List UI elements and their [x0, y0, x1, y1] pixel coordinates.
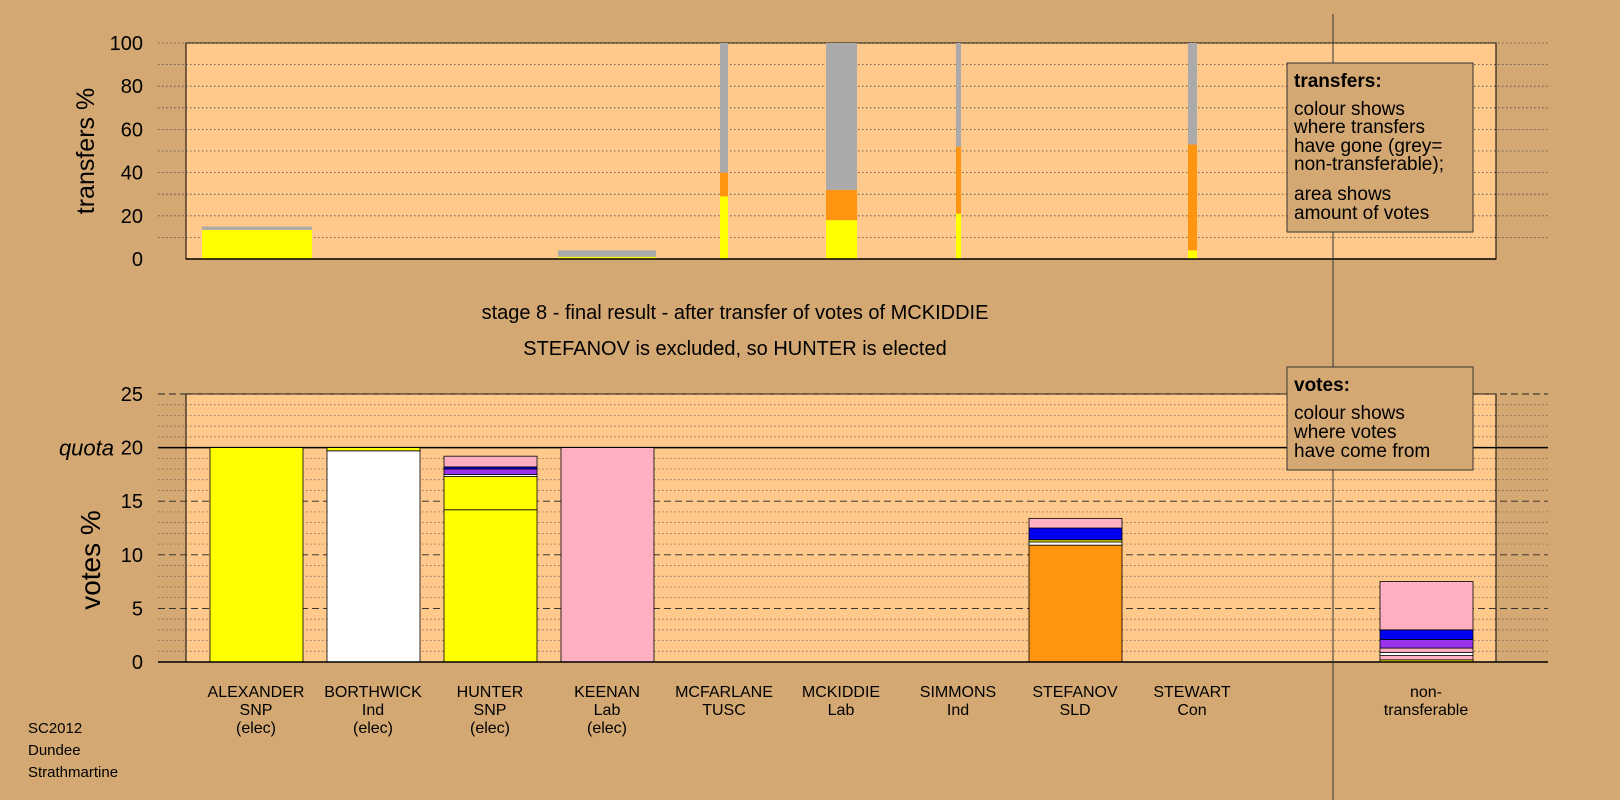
- transfer-bar-segment: [826, 43, 857, 190]
- vote-bar-segment: [1028, 517, 1123, 529]
- candidate-name-label: SIMMONS: [920, 684, 996, 701]
- transfer-bar-segment: [1188, 250, 1197, 259]
- vote-bar-segment: [209, 447, 304, 663]
- vote-bar-segment: [1028, 544, 1123, 663]
- vote-bar-segment: [1379, 651, 1474, 656]
- votes-tick-label: 0: [132, 652, 143, 674]
- transfer-bar-segment: [558, 256, 656, 259]
- transfer-bar-segment: [826, 220, 857, 259]
- transfers-legend-line: amount of votes: [1294, 203, 1429, 224]
- vote-bar-segment: [1379, 629, 1474, 640]
- vote-bar-segment: [443, 455, 538, 468]
- candidate-party-label: SNP: [240, 702, 273, 719]
- quota-label: quota: [59, 436, 114, 461]
- candidate-status-label: (elec): [353, 720, 393, 737]
- vote-bar-segment: [560, 447, 655, 663]
- votes-legend-box: [1286, 366, 1474, 471]
- corner-label: Dundee: [28, 742, 81, 759]
- transfer-bar-segment: [826, 189, 857, 221]
- transfers-axis-label: transfers %: [72, 88, 100, 214]
- vote-bar-segment: [443, 468, 538, 475]
- vote-bar-segment: [443, 476, 538, 511]
- vote-bar-segment: [1028, 541, 1123, 546]
- vote-bar-segment: [443, 509, 538, 663]
- votes-legend-heading: votes:: [1294, 375, 1350, 396]
- candidate-party-label: Lab: [828, 702, 855, 719]
- corner-label: SC2012: [28, 720, 82, 737]
- transfers-legend-line: non-transferable);: [1294, 154, 1444, 175]
- chart-title-line1: stage 8 - final result - after transfer …: [482, 302, 989, 324]
- transfer-bar-segment: [558, 250, 656, 257]
- vote-bar-segment: [1379, 581, 1474, 631]
- vote-bar-segment: [326, 450, 421, 663]
- vote-bar-segment: [1379, 655, 1474, 661]
- candidate-name-label: STEFANOV: [1032, 684, 1118, 701]
- candidate-status-label: (elec): [587, 720, 627, 737]
- transfers-legend-line: colour shows: [1294, 99, 1405, 120]
- transfers-legend-line: where transfers: [1293, 117, 1425, 138]
- candidate-name-label: BORTHWICK: [324, 684, 422, 701]
- transfer-bar-segment: [1188, 144, 1197, 251]
- votes-legend-line: colour shows: [1294, 403, 1405, 424]
- transfers-tick-label: 100: [110, 33, 143, 55]
- candidate-name-label: MCFARLANE: [675, 684, 773, 701]
- votes-legend-line: where votes: [1293, 422, 1396, 443]
- transfers-legend-line: have gone (grey=: [1294, 136, 1442, 157]
- candidate-party-label: Ind: [947, 702, 969, 719]
- vote-bar-segment: [1379, 639, 1474, 649]
- transfers-tick-label: 80: [121, 76, 143, 98]
- candidate-status-label: (elec): [236, 720, 276, 737]
- candidate-name-label: non-: [1410, 684, 1442, 701]
- candidate-party-label: Lab: [594, 702, 621, 719]
- candidate-status-label: (elec): [470, 720, 510, 737]
- candidate-party-label: Ind: [362, 702, 384, 719]
- candidate-party-label: Con: [1177, 702, 1206, 719]
- transfer-bar-segment: [1188, 43, 1197, 145]
- transfer-bar-segment: [720, 172, 728, 197]
- transfers-tick-label: 40: [121, 163, 143, 185]
- transfers-tick-label: 0: [132, 249, 143, 271]
- votes-axis-label: votes %: [75, 510, 106, 610]
- vote-bar-segment: [1379, 647, 1474, 653]
- corner-label: Strathmartine: [28, 764, 118, 781]
- vote-bar-segment: [1028, 527, 1123, 541]
- vote-bar-segment: [326, 447, 421, 452]
- candidate-party-label: TUSC: [702, 702, 746, 719]
- votes-tick-label: 25: [121, 384, 143, 406]
- candidate-name-label: HUNTER: [457, 684, 524, 701]
- candidate-name-label: ALEXANDER: [208, 684, 305, 701]
- chart-title-line2: STEFANOV is excluded, so HUNTER is elect…: [523, 338, 946, 360]
- transfer-bar-segment: [720, 43, 728, 173]
- transfers-legend-box: [1286, 62, 1474, 233]
- transfer-bar-segment: [956, 213, 961, 259]
- transfer-bar-segment: [202, 226, 312, 230]
- votes-tick-label: 20: [121, 438, 143, 460]
- transfers-tick-label: 60: [121, 119, 143, 141]
- candidate-party-label: SNP: [474, 702, 507, 719]
- transfers-legend-heading: transfers:: [1294, 71, 1382, 92]
- transfers-tick-label: 20: [121, 206, 143, 228]
- candidate-name-label: MCKIDDIE: [802, 684, 880, 701]
- candidate-name-label: KEENAN: [574, 684, 640, 701]
- candidate-party-label: SLD: [1059, 702, 1090, 719]
- votes-tick-label: 10: [121, 545, 143, 567]
- transfers-legend-line: area shows: [1294, 184, 1391, 205]
- transfer-bar-segment: [956, 146, 961, 214]
- votes-tick-label: 5: [132, 598, 143, 620]
- transfer-bar-segment: [202, 229, 312, 259]
- transfer-bar-segment: [720, 196, 728, 259]
- candidate-name-label: STEWART: [1153, 684, 1231, 701]
- votes-legend-line: have come from: [1294, 441, 1430, 462]
- transfer-bar-segment: [956, 43, 961, 147]
- candidate-party-label: transferable: [1384, 702, 1469, 719]
- votes-tick-label: 15: [121, 491, 143, 513]
